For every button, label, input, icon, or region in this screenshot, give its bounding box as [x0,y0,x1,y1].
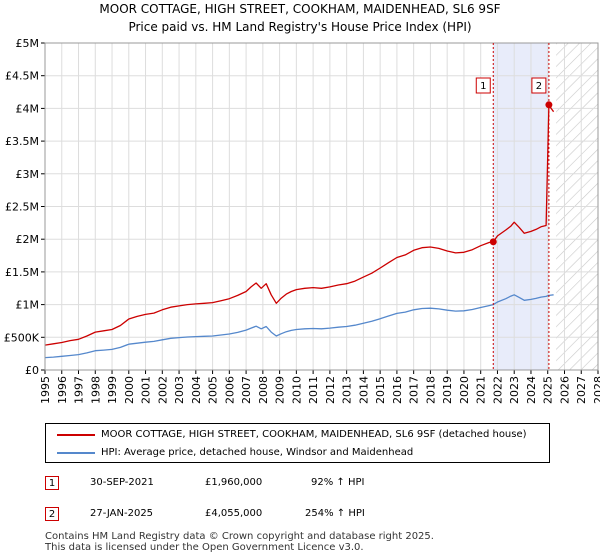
y-tick-label: £0 [25,364,39,377]
x-tick-label: 2009 [274,376,287,404]
transaction-date-1: 30-SEP-2021 [90,477,154,488]
transaction-hpi-2: 254% ↑ HPI [305,508,365,519]
transaction-hpi-1: 92% ↑ HPI [311,477,365,488]
x-tick-label: 2007 [240,376,253,404]
sale-marker-label-1: 1 [480,81,486,92]
legend-swatch-hpi [57,452,95,454]
x-tick-label: 1999 [106,376,119,404]
sale-marker-box-1 [475,77,491,94]
plot-frame [44,42,599,371]
sale-marker-box-2 [531,77,547,94]
transaction-price-1: £1,960,000 [205,477,263,488]
x-tick-label: 2020 [458,376,471,404]
x-tick-label: 2026 [558,376,571,404]
x-tick-label: 2027 [575,376,588,404]
x-tick-label: 2021 [475,376,488,404]
transaction-price-2: £4,055,000 [205,508,263,519]
x-tick-label: 2006 [223,376,236,404]
chart-area: 1995 1996 1997 1998 1999 2000 2001 2002 2003 2004… [4,37,600,404]
x-tick-label: 2028 [592,376,600,404]
y-tick-label: £5M [16,37,40,50]
y-tick-label: £1.5M [5,266,39,279]
y-tick-label: £3.5M [5,135,39,148]
y-tick-label: £1M [16,299,40,312]
price-paid-line [44,104,555,346]
legend-item-hpi: HPI: Average price, detached house, Wind… [46,445,549,463]
legend-swatch-property [57,434,95,436]
chart-title: MOOR COTTAGE, HIGH STREET, COOKHAM, MAID… [99,2,501,16]
x-tick-label: 2025 [542,376,555,404]
y-tick-label: £500K [4,331,40,344]
x-tick-label: 2002 [156,376,169,404]
x-tick-label: 2019 [441,376,454,404]
x-tick-label: 2005 [207,376,220,404]
x-tick-label: 2013 [341,376,354,404]
x-tick-label: 2024 [525,376,538,404]
x-tick-label: 2011 [307,376,320,404]
legend: MOOR COTTAGE, HIGH STREET, COOKHAM, MAID… [45,423,550,463]
x-tick-label: 1995 [39,376,52,404]
x-tick-label: 2004 [190,376,203,404]
legend-label-hpi: HPI: Average price, detached house, Wind… [101,447,414,458]
x-tick-label: 2003 [173,376,186,404]
transaction-date-2: 27-JAN-2025 [90,508,154,519]
x-tick-label: 2018 [424,376,437,404]
x-tick-label: 2014 [357,376,370,404]
y-tick-label: £4M [16,102,40,115]
hpi-line [44,294,554,359]
legend-item-property: MOOR COTTAGE, HIGH STREET, COOKHAM, MAID… [46,427,549,445]
y-tick-label: £4.5M [5,70,39,83]
chart-subtitle: Price paid vs. HM Land Registry's House … [128,20,472,34]
y-tick-label: £2M [16,233,40,246]
x-tick-label: 1996 [56,376,69,404]
sale-point-2 [545,101,553,109]
x-tick-label: 2016 [391,376,404,404]
x-tick-label: 1998 [89,376,102,404]
x-tick-label: 2012 [324,376,337,404]
x-tick-label: 2000 [123,376,136,404]
x-tick-label: 2008 [257,376,270,404]
y-tick-label: £2.5M [5,201,39,214]
x-tick-label: 2001 [140,376,153,404]
transaction-marker-1: 1 [45,476,59,490]
footer-licence: This data is licensed under the Open Gov… [45,542,364,553]
x-tick-label: 2017 [408,376,421,404]
x-tick-label: 1997 [73,376,86,404]
y-tick-label: £3M [16,168,40,181]
sale-marker-label-2: 2 [536,81,542,92]
legend-label-property: MOOR COTTAGE, HIGH STREET, COOKHAM, MAID… [101,429,527,440]
x-tick-label: 2023 [508,376,521,404]
sale-point-1 [489,238,497,246]
transaction-marker-2: 2 [45,507,59,521]
x-tick-label: 2022 [491,376,504,404]
x-tick-label: 2015 [374,376,387,404]
footer-copyright: Contains HM Land Registry data © Crown c… [45,531,434,542]
x-tick-label: 2010 [290,376,303,404]
